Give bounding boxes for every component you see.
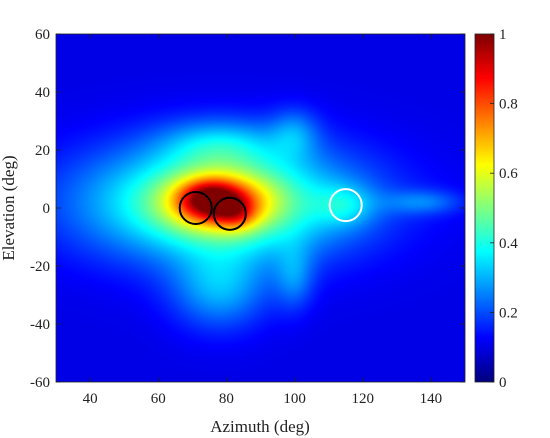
heatmap-image (56, 34, 465, 382)
y-tick-label: -20 (30, 259, 50, 275)
x-tick-label: 120 (352, 391, 375, 407)
colorbar-tick-label: 0.2 (499, 305, 518, 321)
y-tick-label: -40 (30, 317, 50, 333)
colorbar-tick-label: 1 (499, 27, 507, 43)
y-tick-label: 40 (35, 85, 50, 101)
marker-circle (328, 188, 363, 223)
y-axis: -60 -40 -20 0 20 40 60 (30, 27, 465, 391)
x-axis-label: Azimuth (deg) (210, 417, 310, 436)
colorbar-frame (474, 33, 495, 383)
marker-layer (178, 188, 363, 231)
y-tick-label: 60 (35, 27, 50, 43)
x-tick-label: 60 (151, 391, 166, 407)
colorbar-ticks: 0 0.2 0.4 0.6 0.8 1 (490, 27, 518, 391)
colorbar-tick-label: 0.8 (499, 97, 518, 113)
colorbar-tick-label: 0.4 (499, 236, 518, 252)
y-tick-label: 0 (43, 201, 51, 217)
x-tick-label: 100 (283, 391, 306, 407)
colorbar-gradient (475, 34, 494, 382)
y-tick-label: -60 (30, 375, 50, 391)
marker-circle (212, 196, 247, 231)
x-axis: 40 60 80 100 120 140 (83, 34, 443, 407)
y-axis-label: Elevation (deg) (0, 155, 18, 260)
x-tick-label: 80 (219, 391, 234, 407)
colorbar-tick-label: 0 (499, 375, 507, 391)
x-tick-label: 140 (420, 391, 443, 407)
y-tick-label: 20 (35, 143, 50, 159)
marker-circle (178, 190, 213, 226)
colorbar-tick-label: 0.6 (499, 166, 518, 182)
x-tick-label: 40 (83, 391, 98, 407)
